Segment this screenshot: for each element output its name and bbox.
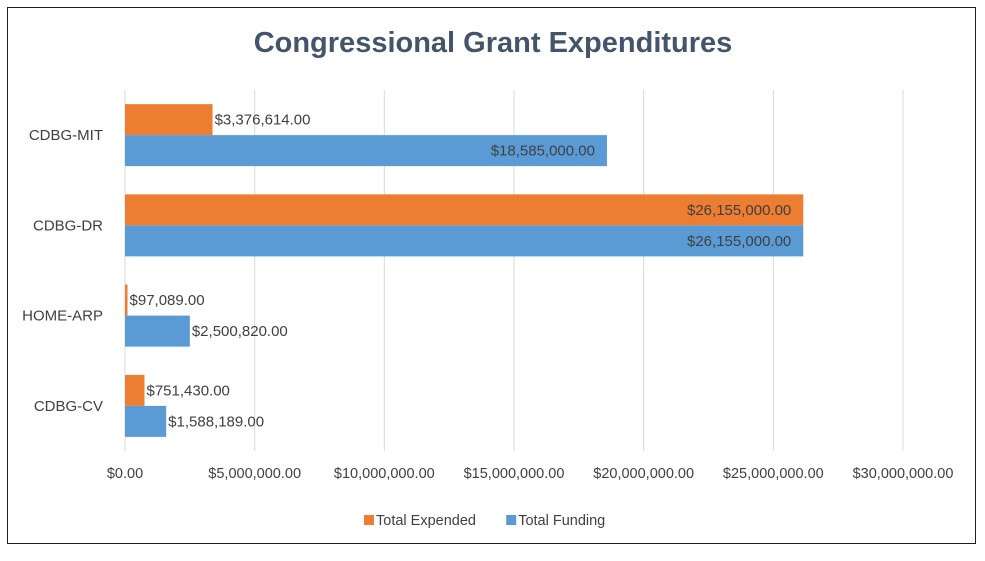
bar-total-funding [125,405,167,437]
category-label: HOME-ARP [22,308,103,325]
bars [125,104,804,437]
bar-total-expended [125,104,213,136]
category-axis: CDBG-MIT CDBG-DR HOME-ARP CDBG-CV [22,127,103,415]
data-label: $97,089.00 [130,292,205,309]
x-tick-label: $30,000,000.00 [853,466,954,482]
bar-total-expended [125,194,804,226]
x-tick-label: $0.00 [107,466,143,482]
data-label: $3,376,614.00 [215,112,311,129]
x-tick-label: $15,000,000.00 [464,466,565,482]
bar-total-funding [125,225,804,257]
data-label: $26,155,000.00 [687,202,791,219]
x-tick-label: $20,000,000.00 [593,466,694,482]
data-label: $26,155,000.00 [687,233,791,250]
data-label: $2,500,820.00 [192,323,288,340]
chart-canvas: Congressional Grant Expenditures $3,376,… [22,27,954,529]
chart-frame: Congressional Grant Expenditures $3,376,… [7,7,976,544]
legend-label: Total Funding [518,513,605,529]
data-label: $1,588,189.00 [168,413,264,430]
legend-swatch [364,515,374,525]
x-tick-label: $25,000,000.00 [723,466,824,482]
category-label: CDBG-CV [34,398,103,415]
category-label: CDBG-MIT [29,127,103,144]
data-label: $18,585,000.00 [491,143,595,160]
data-labels: $3,376,614.00 $18,585,000.00 $26,155,000.0… [130,112,792,431]
data-label: $751,430.00 [146,382,229,399]
x-tick-label: $10,000,000.00 [334,466,435,482]
bar-total-expended [125,284,128,316]
legend-swatch [506,515,517,525]
bar-total-funding [125,315,190,347]
bar-total-expended [125,374,145,406]
chart-title: Congressional Grant Expenditures [254,27,733,59]
category-label: CDBG-DR [33,217,103,234]
value-axis: $0.00 $5,000,000.00 $10,000,000.00 $15,000,… [107,466,954,482]
x-tick-label: $5,000,000.00 [208,466,301,482]
legend: Total Expended Total Funding [364,513,605,529]
legend-label: Total Expended [376,513,476,529]
bar-total-funding [125,135,607,167]
